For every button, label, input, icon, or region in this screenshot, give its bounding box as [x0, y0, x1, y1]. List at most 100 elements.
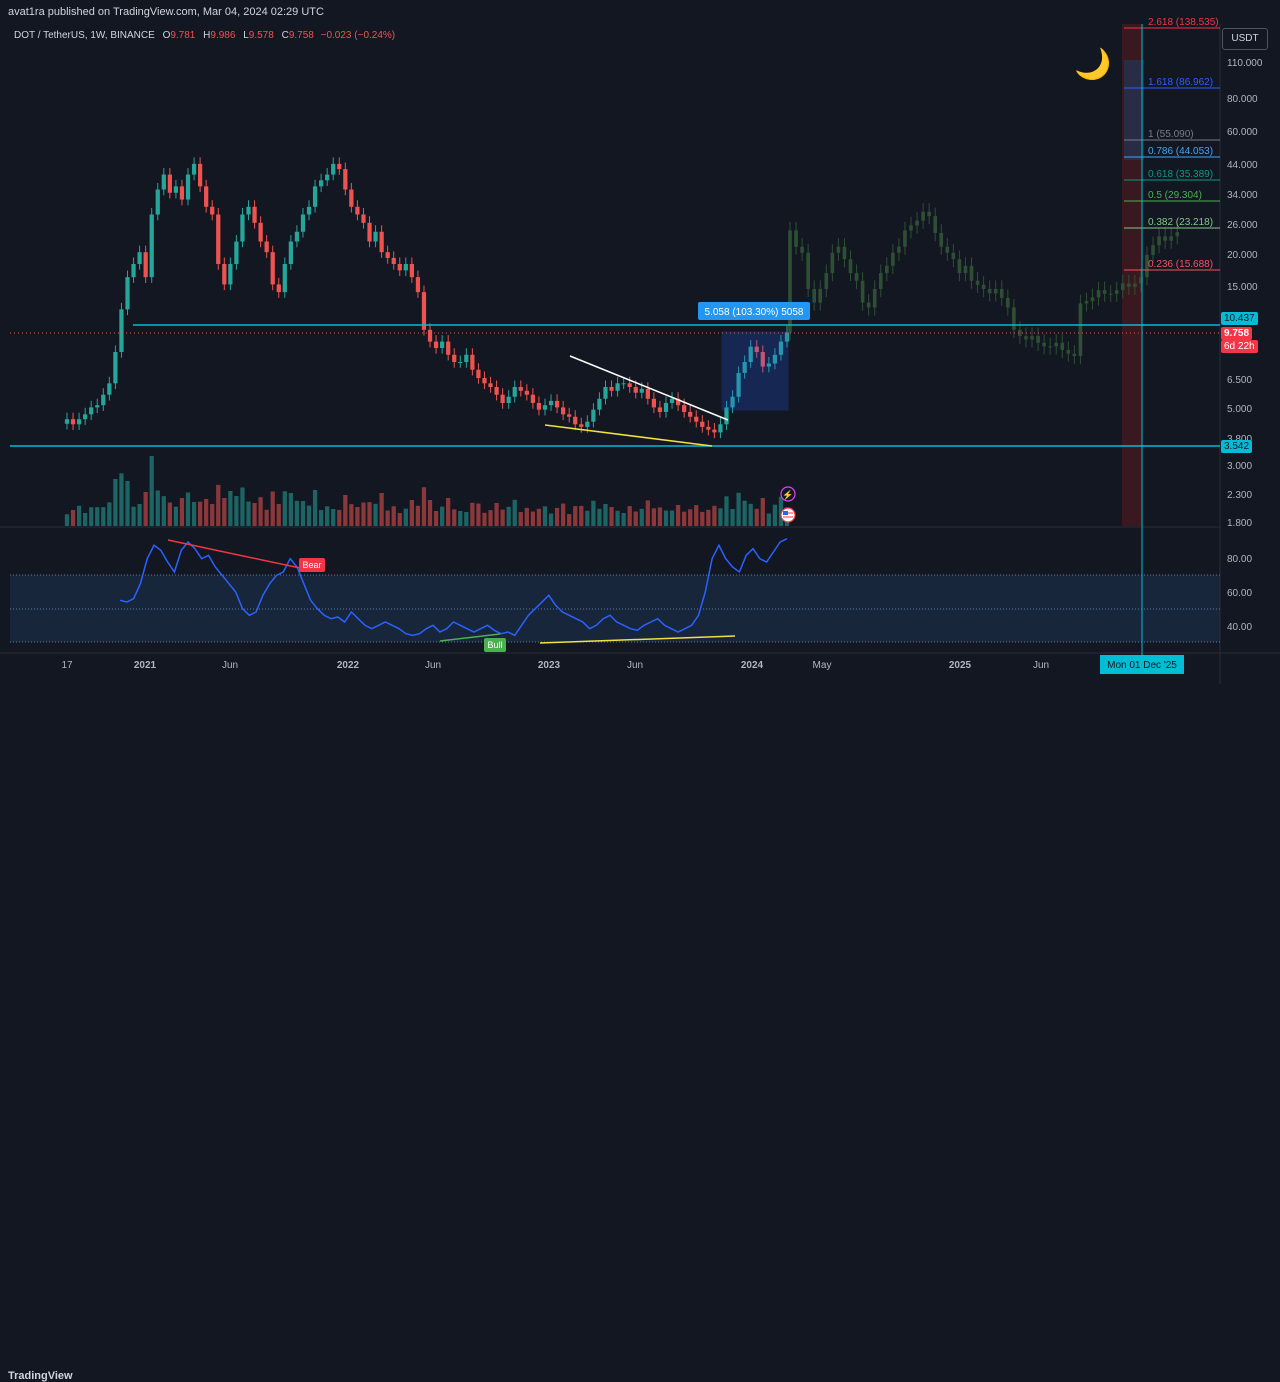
volume-bar — [567, 514, 572, 526]
projection-candles — [788, 203, 1180, 365]
resistance-badge: 10.437 — [1221, 312, 1258, 325]
volume-bar — [506, 506, 511, 526]
fib-levels[interactable]: 2.618 (138.535) 1.618 (86.962) 1 (55.090) 0… — [1124, 17, 1220, 271]
candle-body — [252, 206, 257, 223]
volume-bar — [288, 493, 293, 526]
candle-body — [778, 341, 784, 355]
lightning-icon[interactable]: ⚡ — [780, 486, 796, 502]
candle-body — [288, 241, 293, 264]
fib-label: 0.5 (29.304) — [1148, 190, 1202, 201]
ghost-body — [824, 273, 829, 289]
candle-body — [385, 252, 390, 258]
volume-bar — [113, 478, 118, 526]
candle-body — [373, 231, 378, 242]
volume-bar — [615, 510, 620, 526]
volume-bar — [579, 505, 584, 526]
volume-bar — [179, 498, 185, 526]
candle-body — [506, 396, 511, 404]
ghost-body — [963, 265, 968, 274]
volume-bar — [561, 503, 566, 526]
candle-body — [270, 252, 275, 285]
svg-text:Bear: Bear — [302, 560, 321, 570]
volume-bar — [433, 511, 439, 526]
price-tick: 3.000 — [1227, 461, 1252, 472]
candle-body — [573, 416, 578, 425]
candle-body — [760, 352, 765, 367]
price-tick: 110.000 — [1227, 58, 1263, 69]
candle-body — [119, 309, 124, 353]
candle-body — [258, 222, 263, 242]
symbol-legend[interactable]: DOT / TetherUS, 1W, BINANCE O9.781 H9.98… — [14, 30, 395, 41]
candle-body — [730, 396, 735, 408]
ghost-body — [842, 246, 847, 260]
volume-bar — [234, 496, 239, 526]
volume-bar — [185, 492, 191, 526]
volume-bar — [319, 510, 324, 526]
time-tick: 2024 — [741, 660, 764, 671]
chart-canvas[interactable]: 2.618 (138.535) 1.618 (86.962) 1 (55.090) 0… — [0, 0, 1280, 708]
volume-bar — [95, 507, 100, 526]
volume-bar — [222, 498, 227, 526]
ghost-body — [921, 211, 925, 221]
ghost-body — [909, 225, 913, 231]
candle-body — [567, 414, 572, 417]
volume-bar — [585, 510, 590, 526]
candle-body — [651, 398, 657, 408]
time-axis[interactable]: 17 2021 Jun 2022 Jun 2023 Jun 2024 May 2025 Jun — [61, 660, 1049, 671]
volume-bar — [736, 492, 741, 526]
volume-bar — [64, 514, 70, 526]
candle-body — [403, 263, 408, 271]
volume-bar — [730, 509, 735, 526]
us-flag-icon[interactable] — [780, 507, 796, 523]
candle-body — [488, 383, 493, 387]
price-tick: 6.500 — [1227, 375, 1252, 386]
volume-bar — [536, 508, 542, 526]
ghost-body — [848, 259, 853, 274]
volume-bar — [712, 505, 717, 526]
candle-body — [294, 231, 300, 242]
falling-wedge-bottom[interactable] — [544, 424, 713, 447]
candle-body — [70, 419, 76, 425]
svg-text:Mon 01 Dec '25: Mon 01 Dec '25 — [1107, 660, 1177, 671]
falling-wedge-top[interactable] — [569, 355, 729, 421]
countdown-badge: 6d 22h — [1221, 340, 1258, 353]
candle-body — [609, 386, 614, 391]
candle-body — [784, 332, 790, 342]
rsi-axis[interactable]: 80.00 60.00 40.00 — [1227, 554, 1252, 633]
volume-bar — [294, 500, 300, 526]
footer: TradingView — [0, 684, 1280, 1382]
volume-bar — [385, 510, 390, 526]
candle-body — [427, 329, 433, 342]
candle-body — [633, 386, 638, 393]
volume-bar — [548, 513, 554, 526]
candle-body — [615, 383, 620, 391]
currency-selector[interactable]: USDT — [1222, 28, 1268, 50]
close-label: C — [281, 30, 289, 41]
candle-body — [125, 277, 130, 310]
rsi-line — [119, 538, 788, 637]
top-bar: avat1ra published on TradingView.com, Ma… — [0, 0, 1280, 24]
volume-bar — [554, 507, 560, 526]
ghost-body — [1127, 283, 1131, 287]
ghost-body — [818, 288, 823, 303]
candle-body — [161, 174, 166, 190]
measure-box[interactable] — [721, 331, 789, 411]
volume-bar — [706, 509, 711, 526]
candle-body — [107, 383, 112, 395]
time-tick: 2025 — [949, 660, 972, 671]
candle-body — [397, 263, 402, 271]
candle-body — [331, 163, 336, 175]
volume-bar — [300, 501, 306, 526]
ghost-body — [1163, 236, 1167, 241]
price-axis[interactable]: 110.000 80.000 60.000 44.000 34.000 26.000 20.… — [1227, 58, 1263, 529]
fib-box — [1124, 60, 1144, 160]
volume-bar — [343, 495, 348, 526]
ghost-body — [1078, 303, 1083, 357]
volume-bar — [639, 508, 644, 526]
time-tick: Jun — [627, 660, 643, 671]
candle-body — [706, 426, 711, 430]
candle-body — [173, 186, 179, 193]
fib-label: 0.618 (35.389) — [1148, 169, 1213, 180]
price-tick: 34.000 — [1227, 190, 1258, 201]
symbol-name[interactable]: DOT / TetherUS, 1W, BINANCE — [14, 30, 155, 41]
